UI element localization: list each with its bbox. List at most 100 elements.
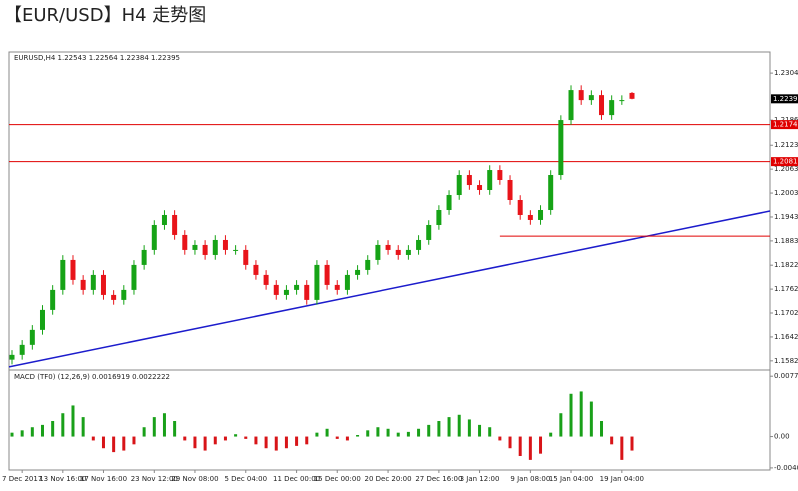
x-tick-label: 3 Jan 12:00	[460, 475, 500, 483]
macd-bar	[508, 436, 512, 449]
candle-body	[60, 259, 66, 290]
macd-bar	[51, 421, 55, 437]
x-tick-label: 15 Dec 00:00	[314, 475, 361, 483]
macd-bar	[559, 413, 563, 437]
macd-bar	[173, 421, 177, 437]
candle-body	[111, 294, 117, 300]
candle-body	[446, 195, 452, 211]
x-tick-label: 15 Jan 04:00	[549, 475, 593, 483]
macd-bar	[101, 436, 105, 449]
macd-bar	[91, 436, 95, 441]
y-tick-label: 1.18220	[774, 261, 798, 269]
macd-bar	[254, 436, 258, 445]
macd-bar	[40, 424, 44, 437]
macd-bar	[81, 417, 85, 437]
macd-bar	[569, 393, 573, 437]
candle-body	[202, 244, 208, 255]
macd-bar	[376, 427, 380, 437]
macd-bar	[234, 434, 238, 437]
macd-bar	[20, 430, 24, 437]
candle-body	[588, 95, 594, 101]
macd-bar	[579, 391, 583, 437]
candle-body	[395, 249, 401, 255]
macd-bar	[356, 435, 360, 437]
macd-bar	[600, 421, 604, 437]
candle-body	[121, 289, 127, 300]
macd-bar	[295, 436, 299, 446]
macd-bar	[315, 432, 319, 437]
candle-body	[416, 239, 422, 250]
candle-body	[304, 284, 310, 300]
candle-body	[294, 284, 300, 290]
macd-bar	[162, 413, 166, 437]
macd-bar	[284, 436, 288, 449]
candle-body	[80, 279, 86, 290]
price-label: 1.21748	[773, 121, 798, 129]
macd-bar	[589, 401, 593, 437]
macd-bar	[437, 421, 441, 437]
macd-bar	[223, 436, 227, 441]
candle-body	[334, 284, 340, 290]
macd-bar	[274, 436, 278, 451]
price-label-box	[771, 120, 798, 130]
candle-body	[222, 239, 228, 250]
candle-body	[283, 289, 289, 295]
x-tick-label: 13 Nov 16:00	[39, 475, 86, 483]
macd-bar	[488, 427, 492, 437]
candle-body	[324, 264, 330, 285]
y-tick-label: 0.00	[774, 433, 790, 441]
macd-bar	[498, 436, 502, 441]
macd-bar	[335, 436, 339, 439]
macd-bar	[71, 405, 75, 437]
candle-body	[273, 284, 279, 295]
candle-body	[599, 95, 605, 116]
y-tick-label: 1.17020	[774, 309, 798, 317]
x-tick-label: 20 Dec 20:00	[365, 475, 412, 483]
macd-bar	[193, 436, 197, 449]
candle-body	[355, 269, 361, 275]
macd-bar	[30, 427, 34, 437]
x-tick-label: 27 Dec 16:00	[415, 475, 462, 483]
y-tick-label: 1.18830	[774, 237, 798, 245]
macd-bar	[213, 436, 217, 445]
macd-bar	[132, 436, 136, 445]
macd-bar	[142, 427, 146, 437]
candle-body	[70, 259, 76, 280]
macd-bar	[203, 436, 207, 451]
trendline	[8, 210, 771, 368]
y-tick-label: 1.20630	[774, 165, 798, 173]
candle-body	[344, 274, 350, 290]
x-tick-label: 7 Dec 2017	[2, 475, 42, 483]
macd-bar	[325, 428, 329, 437]
x-tick-label: 9 Jan 08:00	[510, 475, 550, 483]
macd-bar	[244, 436, 248, 439]
candle-body	[375, 244, 381, 260]
macd-bar	[610, 436, 614, 445]
y-tick-label: 1.20030	[774, 189, 798, 197]
candle-body	[578, 90, 584, 101]
page-title: 【EUR/USD】H4 走势图	[4, 5, 206, 26]
candle-body	[456, 175, 462, 196]
last-price-box	[771, 94, 798, 104]
price-label: 1.20819	[773, 158, 798, 166]
candle-body	[50, 289, 56, 310]
macd-bar	[345, 436, 349, 441]
macd-bar	[122, 436, 126, 451]
y-tick-label: 1.17620	[774, 285, 798, 293]
candle-body	[487, 170, 493, 190]
macd-bar	[406, 431, 410, 437]
candle-body	[507, 179, 513, 201]
candle-body	[90, 274, 96, 290]
x-tick-label: 23 Nov 12:00	[131, 475, 178, 483]
last-price-label: 1.22395	[773, 95, 798, 103]
candle-body	[538, 210, 544, 220]
candle-body	[426, 224, 432, 240]
y-tick-label: 0.007758	[774, 372, 798, 380]
candle-body	[314, 264, 320, 300]
macd-bar	[549, 432, 553, 437]
candle-body	[527, 214, 533, 220]
macd-header: MACD (TF0) (12,26,9) 0.0016919 0.0022222	[14, 373, 170, 381]
macd-bar	[264, 436, 268, 449]
